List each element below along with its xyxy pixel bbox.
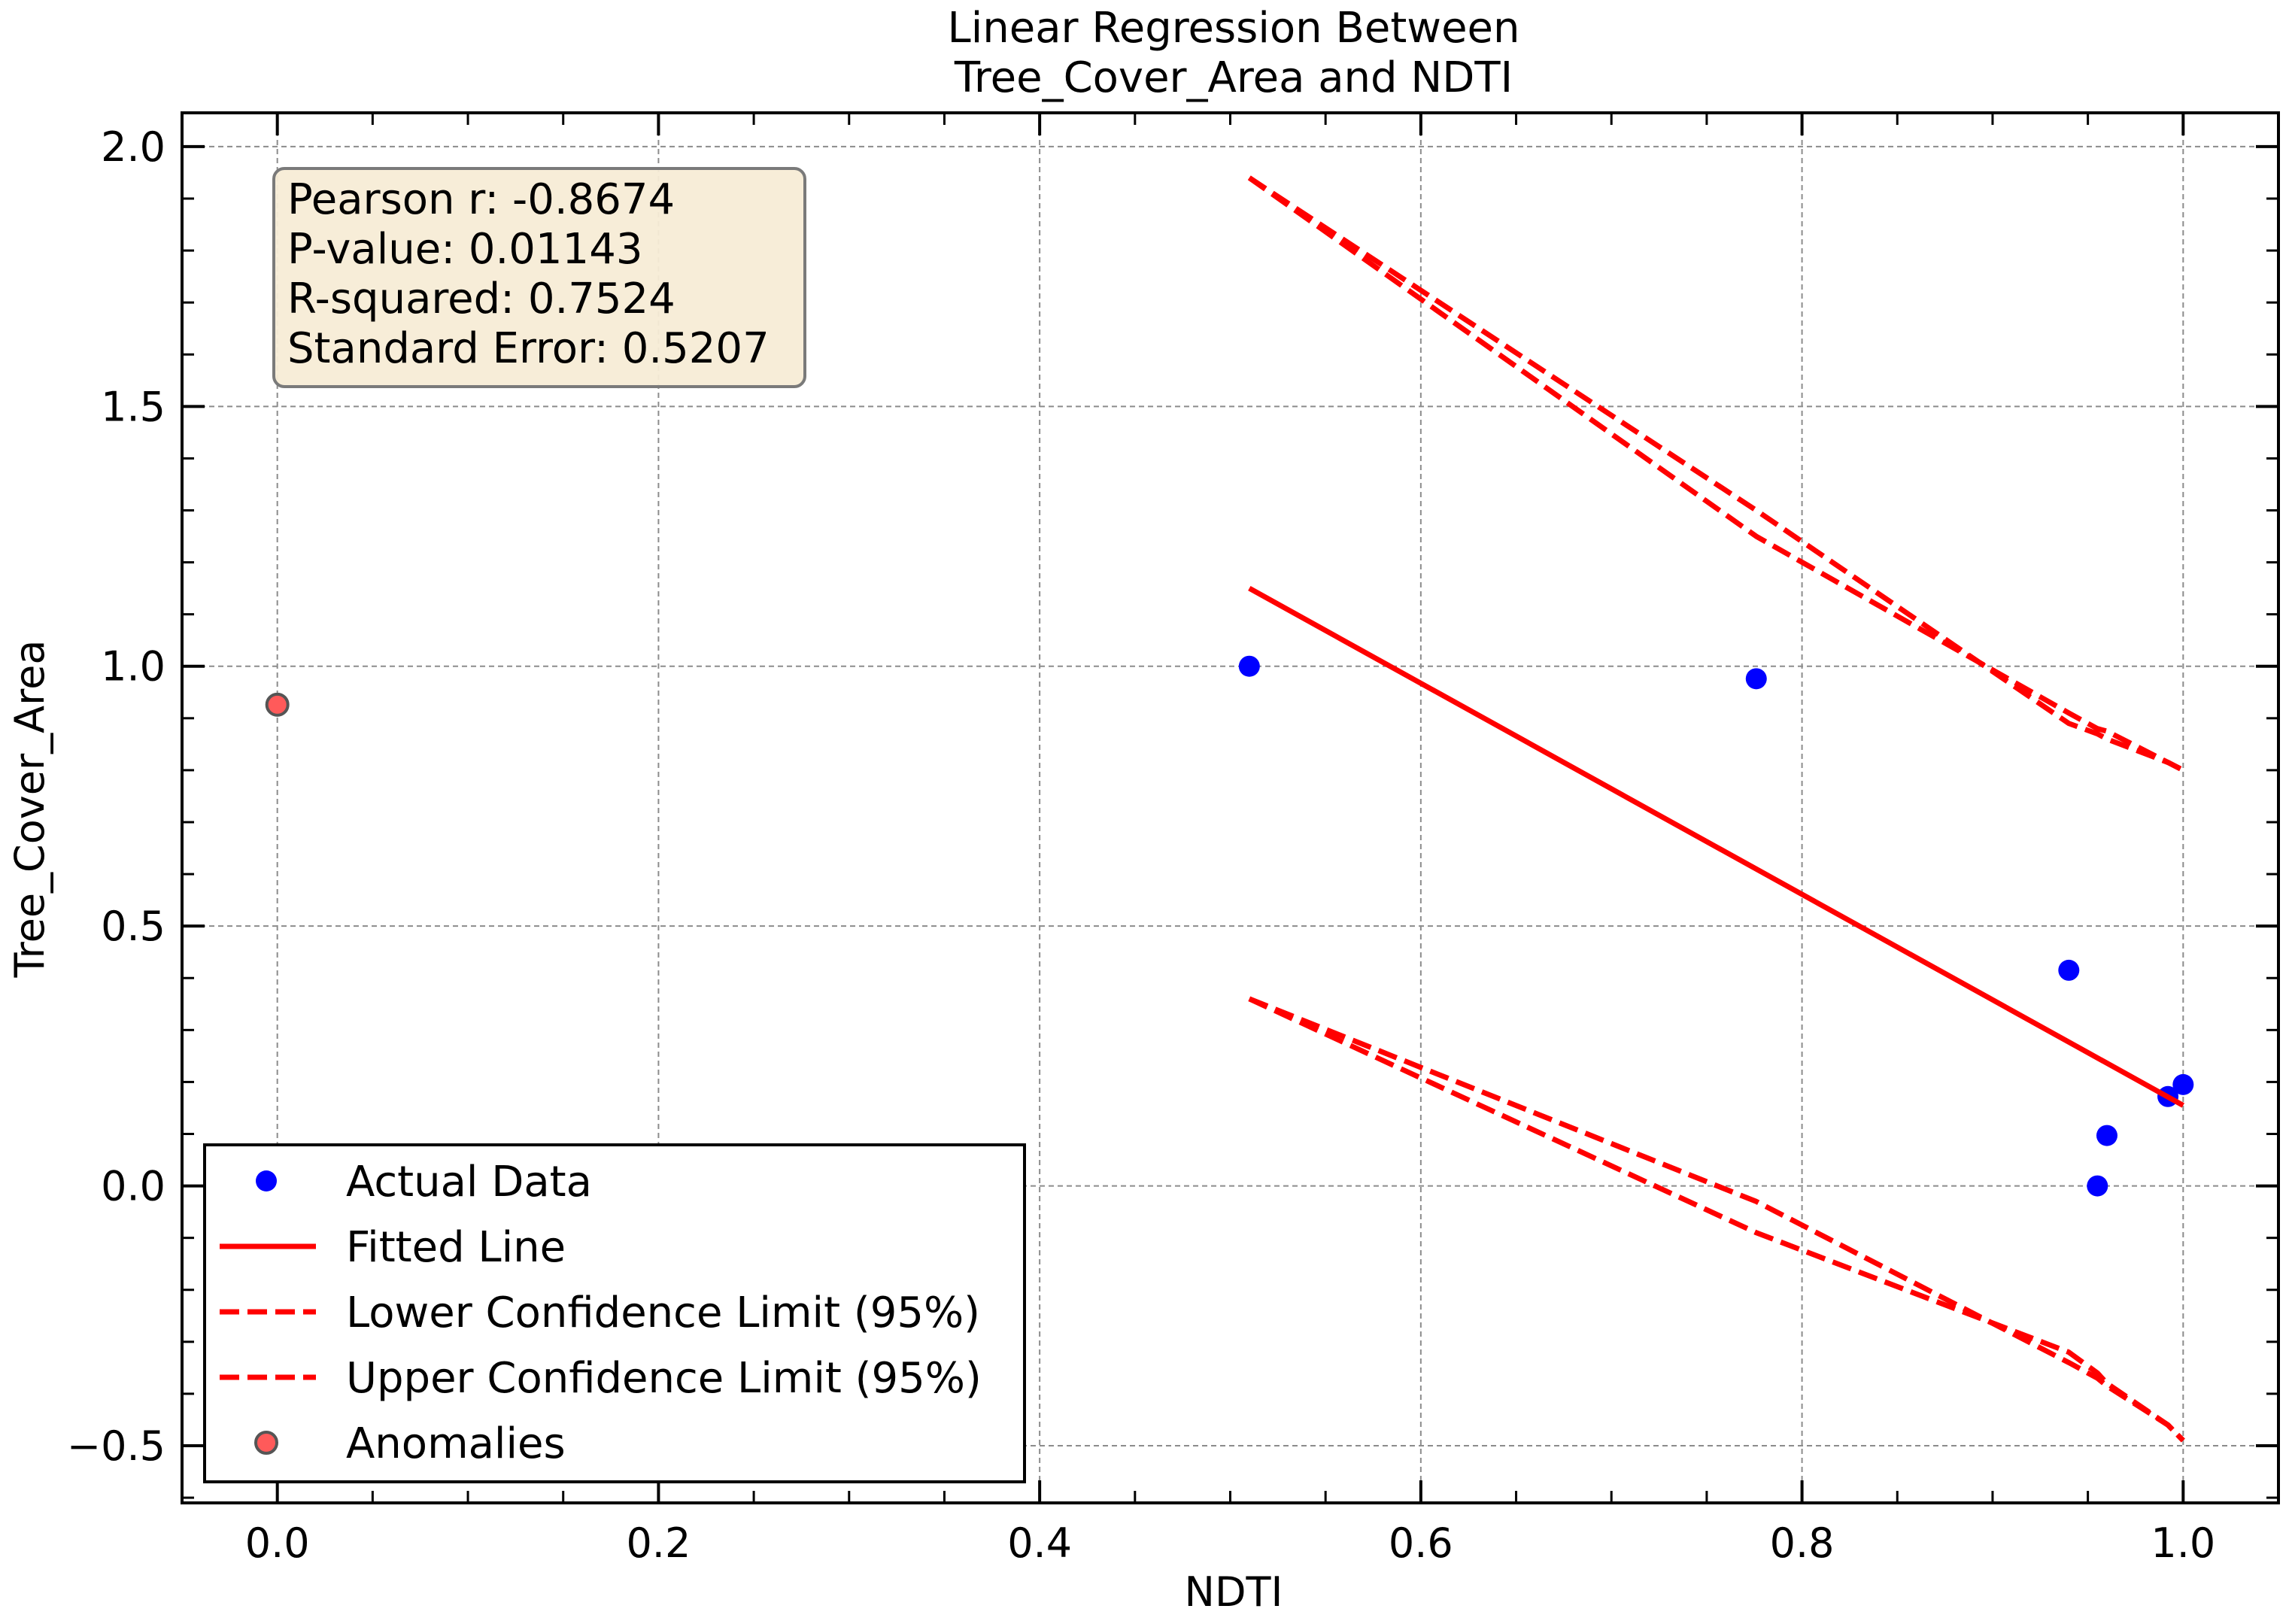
stats-box: Pearson r: -0.8674 P-value: 0.01143 R-sq… (272, 167, 806, 388)
x-tick-label: 0.8 (1770, 1519, 1835, 1567)
actual-data-point (1745, 668, 1767, 690)
legend-box (203, 1143, 1026, 1483)
y-tick-label: 0.0 (101, 1163, 165, 1210)
upper-confidence-limit-95-line (1247, 175, 2184, 773)
legend-label-anomalies: Anomalies (346, 1419, 566, 1468)
legend: Actual Data Fitted Line Lower Confidence L… (203, 1143, 1026, 1483)
x-tick-label: 0.6 (1389, 1519, 1453, 1567)
x-tick-label: 0.0 (245, 1519, 310, 1567)
legend-marker-actual-data (256, 1170, 277, 1191)
stats-r-squared: R-squared: 0.7524 (287, 275, 675, 323)
x-tick-label: 0.2 (626, 1519, 691, 1567)
actual-data-point (2058, 959, 2080, 981)
legend-label-fitted-line: Fitted Line (346, 1223, 566, 1272)
ticks: 0.0 0.2 0.4 0.6 0.8 1.0 −0.5 0.0 0.5 1.0 1.5 2.0 (67, 113, 2280, 1567)
legend-label-actual-data: Actual Data (346, 1158, 592, 1207)
y-tick-label: 1.0 (101, 643, 165, 691)
y-tick-label: −0.5 (67, 1422, 165, 1470)
y-tick-label: 2.0 (101, 123, 165, 171)
upper-confidence-limit-95-line (1248, 996, 2185, 1443)
y-axis-label: Tree_Cover_Area (6, 640, 53, 979)
chart-title-line-2: Tree_Cover_Area and NDTI (954, 53, 1513, 102)
legend-marker-anomalies (254, 1431, 278, 1455)
x-tick-label: 1.0 (2151, 1519, 2215, 1567)
legend-label-lower-confidence-limit-95: Lower Confidence Limit (95%) (346, 1289, 980, 1337)
stats-pearson-r: Pearson r: -0.8674 (287, 175, 675, 224)
fitted-line-line (1248, 586, 2185, 1108)
actual-data-point (2096, 1125, 2117, 1146)
chart-title-line-1: Linear Regression Between (948, 4, 1520, 53)
actual-data-point (2172, 1073, 2194, 1095)
x-axis-label: NDTI (1185, 1568, 1283, 1616)
actual-data-point (1238, 655, 1260, 677)
actual-data-point (2087, 1175, 2108, 1197)
stats-standard-error: Standard Error: 0.5207 (287, 324, 770, 373)
y-tick-label: 0.5 (101, 903, 165, 950)
plot-series (265, 175, 2194, 1443)
y-tick-label: 1.5 (101, 383, 165, 430)
grid (182, 113, 2278, 1503)
legend-label-upper-confidence-limit-95: Upper Confidence Limit (95%) (346, 1354, 982, 1403)
anomalies-point (265, 692, 290, 717)
stats-p-value: P-value: 0.01143 (287, 225, 642, 274)
x-tick-label: 0.4 (1007, 1519, 1072, 1567)
